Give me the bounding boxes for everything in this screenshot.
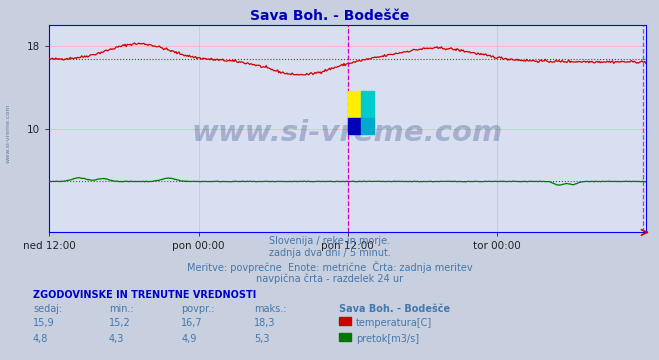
Text: maks.:: maks.: [254,304,286,314]
Text: 5,3: 5,3 [254,334,270,344]
Bar [360,118,374,135]
Text: 4,9: 4,9 [181,334,196,344]
Text: temperatura[C]: temperatura[C] [356,318,432,328]
Text: www.si-vreme.com: www.si-vreme.com [192,119,503,147]
Text: Meritve: povprečne  Enote: metrične  Črta: zadnja meritev: Meritve: povprečne Enote: metrične Črta:… [186,261,473,273]
Text: 4,8: 4,8 [33,334,48,344]
Text: 15,2: 15,2 [109,318,130,328]
Bar [348,118,360,135]
Text: 18,3: 18,3 [254,318,275,328]
Text: 16,7: 16,7 [181,318,203,328]
Text: 15,9: 15,9 [33,318,55,328]
Text: pretok[m3/s]: pretok[m3/s] [356,334,419,344]
Text: Sava Boh. - Bodešče: Sava Boh. - Bodešče [339,304,451,314]
Bar [360,91,374,118]
Text: ZGODOVINSKE IN TRENUTNE VREDNOSTI: ZGODOVINSKE IN TRENUTNE VREDNOSTI [33,290,256,300]
Bar [348,91,360,118]
Text: sedaj:: sedaj: [33,304,62,314]
Text: povpr.:: povpr.: [181,304,215,314]
Text: Sava Boh. - Bodešče: Sava Boh. - Bodešče [250,9,409,23]
Text: min.:: min.: [109,304,134,314]
Text: 4,3: 4,3 [109,334,124,344]
Text: zadnja dva dni / 5 minut.: zadnja dva dni / 5 minut. [269,248,390,258]
Text: navpična črta - razdelek 24 ur: navpična črta - razdelek 24 ur [256,274,403,284]
Text: Slovenija / reke in morje.: Slovenija / reke in morje. [269,236,390,246]
Text: www.si-vreme.com: www.si-vreme.com [6,103,11,163]
